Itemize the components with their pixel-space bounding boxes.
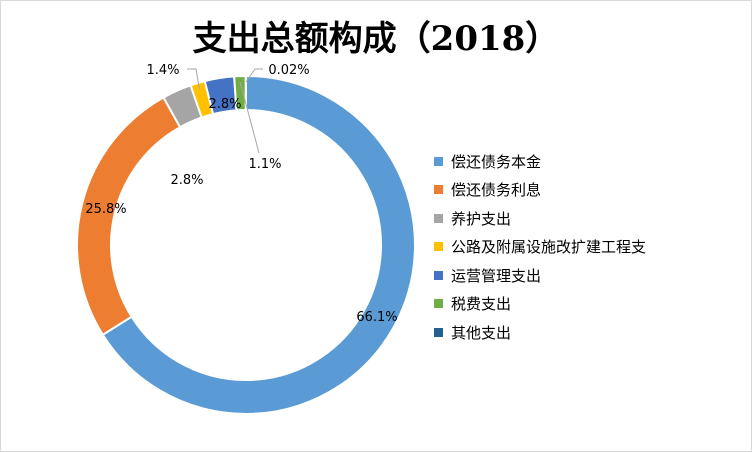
legend-item-5: 运营管理支出 bbox=[434, 261, 646, 290]
leader-line-6 bbox=[239, 81, 260, 154]
legend-swatch bbox=[434, 213, 443, 223]
chart-legend: 偿还债务本金 偿还债务利息 养护支出公路及附属设施改扩建工程支 运营管理支出 税费支出其… bbox=[434, 147, 646, 347]
legend-item-1: 偿还债务本金 bbox=[434, 147, 646, 176]
legend-label: 运营管理支出 bbox=[451, 266, 542, 285]
legend-swatch bbox=[434, 156, 443, 166]
legend-label: 公路及附属设施改扩建工程支 bbox=[451, 238, 647, 257]
donut-slice-1 bbox=[101, 74, 416, 415]
legend-label: 偿还债务本金 bbox=[451, 152, 542, 171]
legend-label: 其他支出 bbox=[451, 323, 512, 342]
chart-title: 支出总额构成（2018） bbox=[192, 19, 560, 59]
legend-label: 税费支出 bbox=[451, 295, 512, 314]
data-label-7: 0.02% bbox=[268, 63, 309, 78]
legend-item-4: 公路及附属设施改扩建工程支 bbox=[434, 233, 646, 262]
leader-line-4 bbox=[187, 68, 200, 89]
legend-swatch bbox=[434, 299, 443, 309]
legend-item-7: 其他支出 bbox=[434, 318, 646, 347]
legend-label: 偿还债务利息 bbox=[451, 181, 542, 200]
legend-item-2: 偿还债务利息 bbox=[434, 176, 646, 205]
data-label-3: 2.8% bbox=[170, 173, 203, 188]
legend-swatch bbox=[434, 242, 443, 252]
legend-swatch bbox=[434, 185, 443, 195]
data-label-4: 1.4% bbox=[146, 63, 179, 78]
legend-label: 养护支出 bbox=[451, 209, 512, 228]
data-label-5: 2.8% bbox=[208, 97, 241, 112]
legend-item-6: 税费支出 bbox=[434, 290, 646, 319]
legend-swatch bbox=[434, 327, 443, 337]
data-label-6: 1.1% bbox=[248, 157, 281, 172]
data-label-1: 66.1% bbox=[356, 310, 397, 325]
data-label-2: 25.8% bbox=[85, 202, 126, 217]
leader-line-7 bbox=[245, 68, 263, 83]
legend-item-3: 养护支出 bbox=[434, 204, 646, 233]
legend-swatch bbox=[434, 270, 443, 280]
